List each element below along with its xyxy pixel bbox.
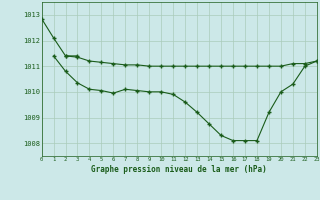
X-axis label: Graphe pression niveau de la mer (hPa): Graphe pression niveau de la mer (hPa): [91, 165, 267, 174]
